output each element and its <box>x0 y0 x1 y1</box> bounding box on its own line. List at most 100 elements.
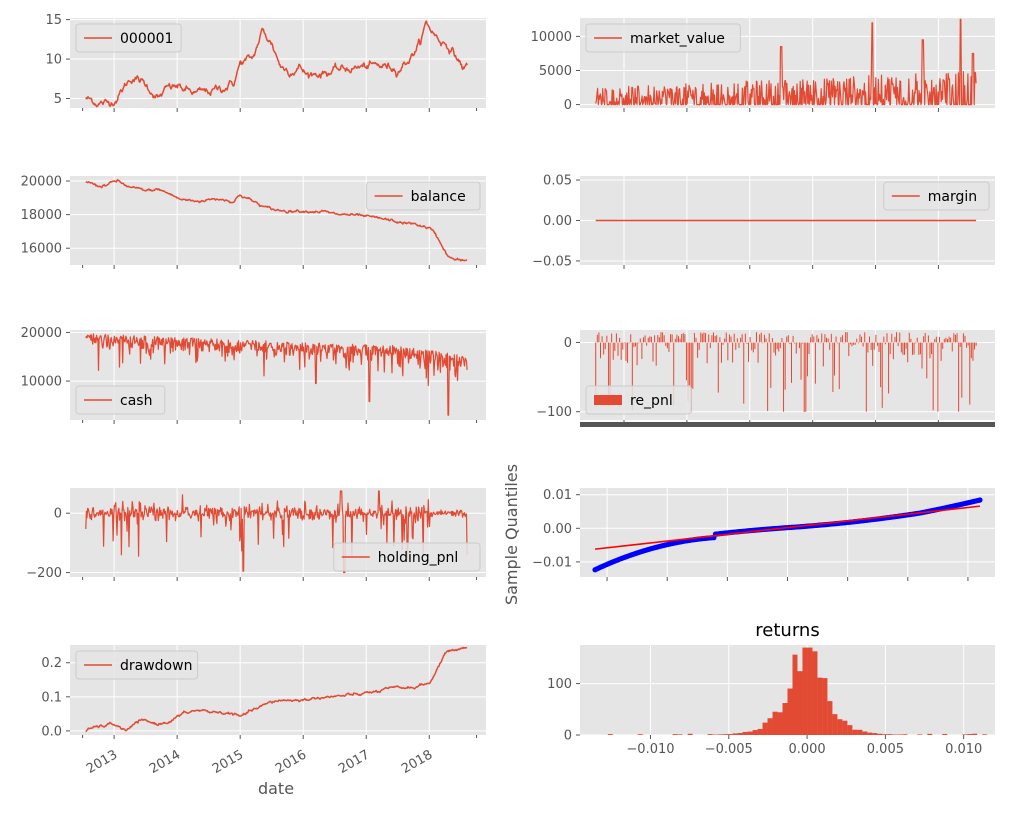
y-tick-label: 10 <box>45 53 62 68</box>
bar <box>728 334 730 343</box>
y-tick-label: −200 <box>26 566 62 581</box>
bar <box>705 333 707 343</box>
bar <box>942 342 944 349</box>
series-line <box>85 490 468 574</box>
legend-box <box>75 23 182 53</box>
bar <box>628 342 630 344</box>
series-group <box>85 490 468 574</box>
bar <box>918 342 920 355</box>
bar <box>717 342 719 393</box>
legend-label: re_pnl <box>630 393 673 409</box>
bar <box>974 342 976 350</box>
bar <box>819 342 821 344</box>
bar <box>638 342 640 344</box>
bar <box>786 336 788 343</box>
legend-label: holding_pnl <box>378 550 459 566</box>
bar <box>775 342 777 356</box>
bar <box>790 342 792 383</box>
bar <box>835 336 837 343</box>
bar <box>770 342 772 388</box>
bar <box>598 332 600 343</box>
bar <box>800 342 802 380</box>
bar <box>681 334 683 343</box>
bar <box>762 342 764 344</box>
bar <box>813 336 815 343</box>
series-group <box>607 647 988 735</box>
bar <box>646 342 648 346</box>
bar <box>670 334 672 343</box>
legend: re_pnl <box>585 385 692 415</box>
x-tick-label: 0.010 <box>945 742 982 757</box>
bar <box>595 342 597 394</box>
series-line <box>85 333 468 416</box>
bar <box>636 342 638 366</box>
bar <box>647 337 649 343</box>
date-tick-label: 2016 <box>273 747 309 777</box>
x-axis-label: date <box>258 779 294 798</box>
bar <box>945 337 947 343</box>
bar <box>596 334 598 343</box>
panel-margin: margin <box>576 176 995 269</box>
bar <box>701 333 703 343</box>
x-tick-label: −0.005 <box>705 742 753 757</box>
bar <box>690 342 692 412</box>
series-line <box>85 20 468 108</box>
legend-box <box>585 23 741 53</box>
date-tick-label: 2015 <box>210 747 246 777</box>
bar <box>612 342 614 360</box>
y-tick-label: 20000 <box>21 175 62 190</box>
legend-box <box>883 181 990 211</box>
y-tick-label: 10000 <box>531 30 572 45</box>
series-line <box>85 646 468 733</box>
bar <box>875 334 877 343</box>
bar <box>730 336 732 343</box>
bar <box>872 342 874 366</box>
bar <box>666 342 668 349</box>
y-tick-label: 18000 <box>21 208 62 223</box>
bar <box>733 333 735 343</box>
bar <box>897 342 899 346</box>
bar <box>630 334 632 343</box>
bar <box>964 335 966 343</box>
bar <box>650 336 652 343</box>
bar <box>954 334 956 343</box>
bar <box>841 335 843 343</box>
bar <box>840 337 842 343</box>
histogram-bar <box>707 734 713 735</box>
panel-market_value: market_value <box>576 18 995 112</box>
bar <box>905 342 907 349</box>
bar <box>908 332 910 343</box>
histogram-bar <box>812 651 818 735</box>
panel-balance: balance <box>66 176 486 269</box>
bar <box>865 342 867 412</box>
panel-cash: cash <box>66 330 486 424</box>
bar <box>826 337 828 343</box>
histogram-bar <box>967 734 973 735</box>
bar <box>868 336 870 343</box>
bar <box>749 337 751 343</box>
legend-label: cash <box>120 393 152 409</box>
bar <box>838 342 840 390</box>
bar <box>783 342 785 412</box>
y-tick-label: 100 <box>547 677 572 692</box>
histogram-bar <box>672 734 678 735</box>
bar <box>627 342 629 363</box>
x-tick-label: 0.005 <box>867 742 904 757</box>
bar <box>685 342 687 381</box>
x-tick-label: 0.000 <box>788 742 825 757</box>
bar <box>736 338 738 343</box>
bar <box>644 335 646 343</box>
bar <box>665 342 667 346</box>
histogram-bar <box>927 733 933 735</box>
bar <box>907 342 909 363</box>
bar <box>832 342 834 392</box>
bar <box>773 342 775 353</box>
y-tick-label: 0.01 <box>543 488 572 503</box>
bar <box>765 338 767 343</box>
bar <box>805 342 807 412</box>
histogram-bar <box>727 734 733 735</box>
histogram-bar <box>847 725 853 735</box>
legend-box <box>585 385 692 415</box>
bar <box>816 335 818 343</box>
bar <box>752 342 754 353</box>
